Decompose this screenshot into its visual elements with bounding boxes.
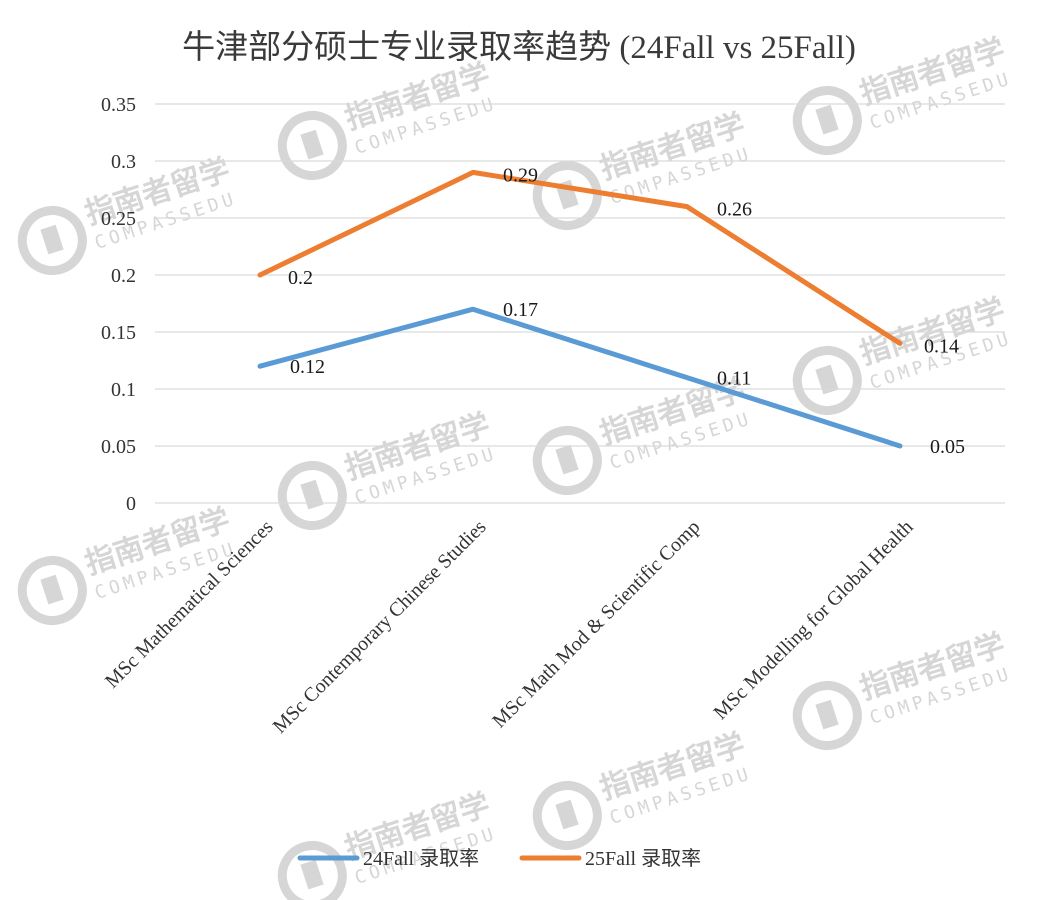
y-tick-label: 0.05 [101,436,136,458]
legend-item: 24Fall 录取率 [297,847,479,870]
data-label: 0.11 [717,368,751,390]
data-label: 0.26 [717,199,752,221]
y-tick-label: 0.35 [101,94,136,116]
watermark-logo-mark [555,444,579,475]
y-tick-label: 0.2 [111,265,136,287]
watermark-logo-mark [300,129,324,160]
watermark-logo-icon [277,111,347,181]
chart-title: 牛津部分硕士专业录取率趋势 (24Fall vs 25Fall) [182,29,856,66]
watermark-logo-icon [532,426,602,496]
watermark-logo-icon [277,841,347,900]
x-category-label: MSc Contemporary Chinese Studies [269,516,491,738]
data-labels: 0.12 0.17 0.11 0.05 0.2 0.29 0.26 0.14 [288,164,965,458]
data-label: 0.29 [503,164,538,186]
data-label: 0.14 [924,335,959,357]
x-category-label: MSc Math Mod & Scientific Comp [488,516,704,732]
y-tick-label: 0.15 [101,322,136,344]
data-label: 0.12 [290,356,325,378]
watermark-logo-mark [40,224,64,255]
watermark-logo-icon [792,681,862,751]
data-label: 0.05 [930,436,965,458]
legend-item: 25Fall 录取率 [519,847,701,870]
watermark-logo-mark [815,104,839,135]
series-lines [257,169,903,449]
legend-label: 25Fall 录取率 [585,847,701,870]
watermark-logo-mark [815,364,839,395]
watermark-logo-mark [815,699,839,730]
watermark-logo-icon [17,206,87,276]
gridlines [155,103,1005,504]
y-tick-label: 0 [126,493,136,515]
series-line [257,169,903,346]
watermark-logo-mark [40,574,64,605]
data-label: 0.17 [503,299,538,321]
legend-label: 24Fall 录取率 [363,847,479,870]
y-tick-label: 0.3 [111,151,136,173]
watermark-logo-icon [532,781,602,851]
y-axis-tick-labels: 0 0.05 0.1 0.15 0.2 0.25 0.3 0.35 [101,94,136,515]
watermark-logo-icon [792,86,862,156]
legend: 24Fall 录取率 25Fall 录取率 [297,847,701,870]
watermark-logo-icon [532,161,602,231]
watermark-logo-mark [300,859,324,890]
data-label: 0.2 [288,267,313,289]
watermark-logo-icon [792,346,862,416]
watermark-logo-mark [555,799,579,830]
watermark-logo-icon [17,556,87,626]
watermark-logo-mark [300,479,324,510]
y-tick-label: 0.25 [101,208,136,230]
series-line [257,306,903,449]
y-tick-label: 0.1 [111,379,136,401]
watermark-logo-icon [277,461,347,531]
